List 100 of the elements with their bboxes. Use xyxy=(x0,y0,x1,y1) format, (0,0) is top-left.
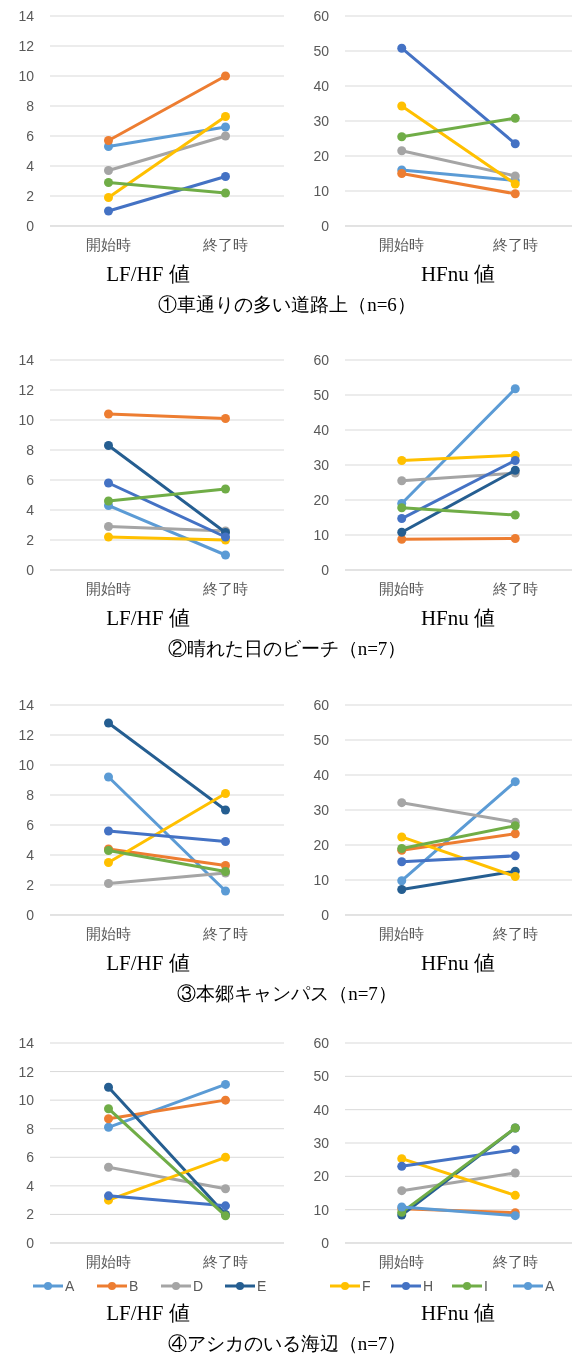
y-tick-label: 50 xyxy=(313,732,330,748)
y-tick-label: 30 xyxy=(313,802,330,818)
point xyxy=(510,534,520,543)
x-tick-label: 終了時 xyxy=(202,580,248,597)
point xyxy=(221,414,230,423)
y-tick-label: 8 xyxy=(26,787,35,803)
y-tick-label: 40 xyxy=(313,422,330,438)
point xyxy=(104,1162,113,1172)
point xyxy=(104,178,113,187)
point xyxy=(221,484,230,494)
y-tick-label: 2 xyxy=(26,1206,35,1223)
x-axis-title: LF/HF 値 xyxy=(106,262,190,286)
point xyxy=(221,837,230,846)
y-tick-label: 14 xyxy=(18,697,35,713)
y-tick-label: 4 xyxy=(26,502,35,518)
point xyxy=(397,884,407,894)
y-tick-label: 4 xyxy=(26,1177,35,1194)
y-tick-label: 10 xyxy=(313,183,330,199)
x-axis-title: LF/HF 値 xyxy=(106,606,190,630)
text: ②晴れた日のビーチ（n=7） xyxy=(167,638,407,659)
text: ④アシカのいる海辺（n=7） xyxy=(167,1333,407,1354)
point xyxy=(104,826,113,836)
point xyxy=(397,503,407,513)
point xyxy=(397,798,407,808)
y-tick-label: 30 xyxy=(313,113,330,129)
y-tick-label: 50 xyxy=(313,387,330,403)
y-tick-label: 30 xyxy=(313,1135,330,1151)
point xyxy=(397,1161,407,1171)
x-axis-title: HFnu 値 xyxy=(420,262,496,286)
y-tick-label: 8 xyxy=(26,442,35,458)
point xyxy=(510,1168,520,1178)
point xyxy=(397,514,407,524)
point xyxy=(510,829,520,839)
y-tick-label: 10 xyxy=(18,1092,35,1109)
point xyxy=(221,122,230,132)
point xyxy=(221,550,230,560)
y-tick-label: 0 xyxy=(321,218,330,234)
x-axis-title: HFnu 値 xyxy=(420,951,496,975)
y-tick-label: 20 xyxy=(313,1168,330,1185)
y-tick-label: 2 xyxy=(26,877,35,893)
legend-label: H xyxy=(423,1278,434,1294)
y-tick-label: 40 xyxy=(313,767,330,783)
point xyxy=(510,1145,520,1155)
point xyxy=(221,1184,230,1194)
point xyxy=(104,166,113,175)
point xyxy=(221,1079,230,1089)
point xyxy=(221,886,230,896)
x-tick-label: 終了時 xyxy=(491,236,538,253)
y-tick-label: 10 xyxy=(18,68,35,84)
y-tick-label: 0 xyxy=(26,562,35,578)
legend-label: A xyxy=(545,1278,555,1294)
point xyxy=(510,1190,520,1200)
y-tick-label: 10 xyxy=(18,412,35,428)
legend-label: A xyxy=(65,1278,75,1294)
legend-label: D xyxy=(193,1278,204,1294)
y-tick-label: 0 xyxy=(321,1235,330,1251)
y-tick-label: 2 xyxy=(26,188,35,204)
point xyxy=(104,772,113,782)
point xyxy=(104,879,113,888)
x-tick-label: 終了時 xyxy=(491,580,538,597)
y-tick-label: 6 xyxy=(26,128,35,144)
y-tick-label: 12 xyxy=(18,1063,35,1080)
y-tick-label: 4 xyxy=(26,847,35,863)
point xyxy=(104,136,113,145)
point xyxy=(104,1082,113,1092)
point xyxy=(510,189,520,199)
y-tick-label: 0 xyxy=(321,907,330,923)
point xyxy=(104,409,113,419)
point xyxy=(397,527,407,537)
x-tick-label: 開始時 xyxy=(379,236,425,253)
point xyxy=(104,206,113,216)
point xyxy=(221,1152,230,1162)
y-tick-label: 50 xyxy=(313,43,330,59)
legend-label: B xyxy=(129,1278,139,1294)
y-tick-label: 50 xyxy=(313,1068,330,1085)
point xyxy=(221,71,230,81)
point xyxy=(221,1095,230,1105)
point xyxy=(221,112,230,121)
x-tick-label: 開始時 xyxy=(86,580,131,597)
y-tick-label: 14 xyxy=(18,1035,35,1051)
y-tick-label: 0 xyxy=(321,562,330,578)
point xyxy=(397,476,407,486)
point xyxy=(510,777,520,787)
y-tick-label: 60 xyxy=(313,697,330,713)
y-tick-label: 12 xyxy=(18,727,35,743)
legend-label: E xyxy=(257,1278,267,1294)
y-tick-label: 10 xyxy=(313,1201,330,1218)
x-axis-title: HFnu 値 xyxy=(420,1301,496,1325)
y-tick-label: 0 xyxy=(26,218,35,234)
x-tick-label: 開始時 xyxy=(379,580,425,597)
y-tick-label: 8 xyxy=(26,98,35,114)
y-tick-label: 10 xyxy=(313,872,330,888)
x-tick-label: 終了時 xyxy=(491,1253,538,1270)
point xyxy=(104,522,113,531)
y-tick-label: 12 xyxy=(18,38,35,54)
y-tick-label: 14 xyxy=(18,352,35,368)
text: ③本郷キャンパス（n=7） xyxy=(177,983,397,1004)
point xyxy=(510,139,520,149)
y-tick-label: 30 xyxy=(313,457,330,473)
y-tick-label: 60 xyxy=(313,1035,330,1051)
